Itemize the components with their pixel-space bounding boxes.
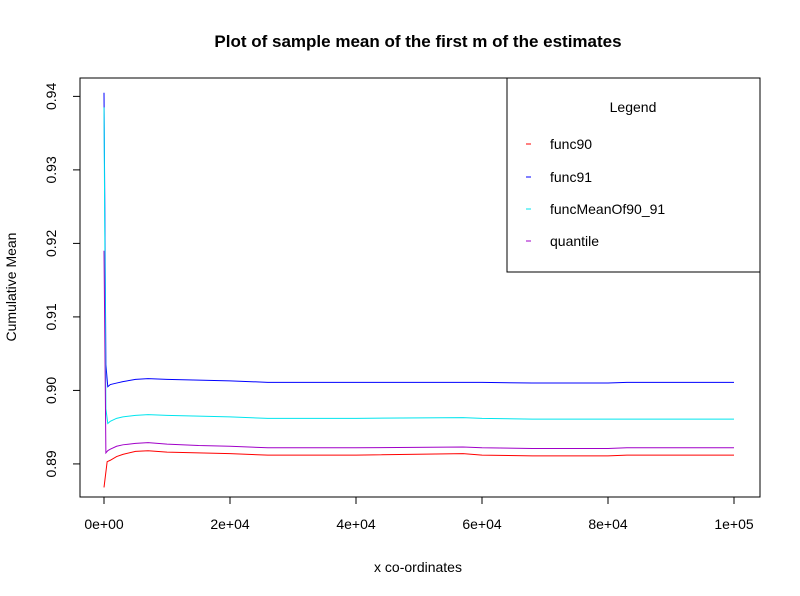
y-tick-label: 0.94 (43, 83, 59, 110)
x-tick-label: 8e+04 (588, 516, 628, 532)
x-tick-label: 0e+00 (84, 516, 124, 532)
legend: Legend func90 func91 funcMeanOf90_91quanti… (506, 77, 761, 273)
legend-label: quantile (550, 233, 599, 249)
x-tick-label: 6e+04 (462, 516, 502, 532)
x-tick-label: 1e+05 (714, 516, 754, 532)
y-tick-label: 0.90 (43, 377, 59, 404)
x-tick-label: 4e+04 (336, 516, 376, 532)
legend-label: func90 (550, 136, 592, 152)
y-tick-label: 0.93 (43, 156, 59, 183)
y-axis-label: Cumulative Mean (3, 233, 19, 342)
series-line-funcMeanOf90_91 (103, 107, 734, 425)
x-axis: 0e+00 2e+04 4e+04 6e+04 8e+04 1e+05 (84, 496, 754, 532)
chart-title: Plot of sample mean of the first m of th… (214, 32, 621, 51)
x-tick-label: 2e+04 (210, 516, 250, 532)
y-tick-label: 0.92 (43, 230, 59, 257)
series-line-func90 (103, 450, 734, 488)
legend-title: Legend (610, 99, 657, 115)
legend-label: func91 (550, 169, 592, 185)
series-layer (103, 92, 734, 488)
series-line-func91 (103, 92, 734, 388)
x-axis-label: x co-ordinates (374, 559, 462, 575)
series-line-quantile (103, 250, 734, 455)
legend-label: funcMeanOf90_91 (550, 201, 665, 217)
y-tick-label: 0.89 (43, 450, 59, 477)
y-tick-label: 0.91 (43, 303, 59, 330)
legend-box (506, 77, 761, 273)
y-axis: 0.89 0.90 0.91 0.92 0.93 0.94 (43, 83, 81, 478)
